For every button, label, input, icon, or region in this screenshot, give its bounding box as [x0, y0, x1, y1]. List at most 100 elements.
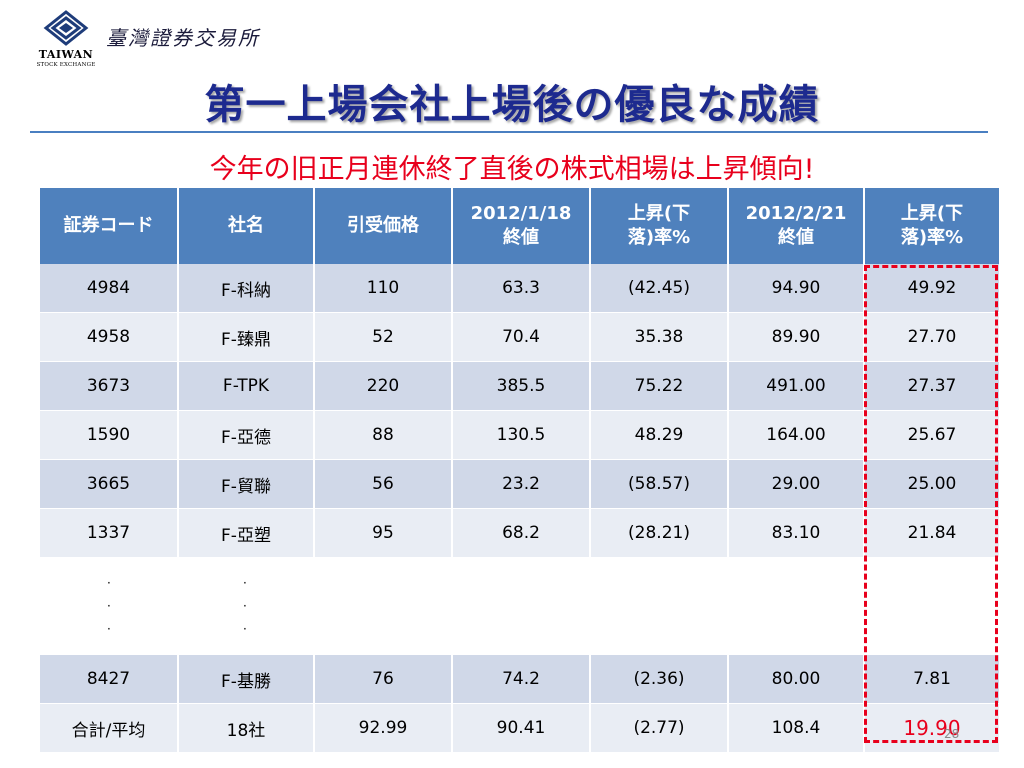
- cell-change-2: 27.37: [864, 361, 1001, 411]
- cell-close-0221: 29.00: [728, 459, 865, 509]
- cell-close-0118: 68.2: [452, 508, 591, 558]
- table-header-row: 証券コード 社名 引受価格 2012/1/18 終値 上昇(下 落)率% 201…: [40, 188, 1001, 264]
- total-row: 合計/平均 18社 92.99 90.41 (2.77) 108.4 19.90: [40, 703, 1001, 753]
- cell-close-0221: 80.00: [728, 654, 865, 704]
- cell-change-2: 25.00: [864, 459, 1001, 509]
- cell-close-0118: 74.2: [452, 654, 591, 704]
- cell-company: F-亞塑: [178, 508, 315, 558]
- cell-close-0118: 385.5: [452, 361, 591, 411]
- cell-code: 3673: [40, 361, 179, 411]
- ellipsis-dot: ·: [107, 598, 111, 613]
- ellipsis-dot: ·: [243, 598, 247, 613]
- table-row: 1337 F-亞塑 95 68.2 (28.21) 83.10 21.84: [40, 508, 1001, 558]
- header-change-2-text: 上昇(下 落)率%: [900, 203, 964, 248]
- header-close-0118: 2012/1/18 終値: [452, 188, 591, 264]
- table-row: 3673 F-TPK 220 385.5 75.22 491.00 27.37: [40, 361, 1001, 411]
- header-company: 社名: [178, 188, 315, 264]
- cell-offer-price: 76: [314, 654, 453, 704]
- cell-change-2: 27.70: [864, 312, 1001, 362]
- header-close-0118-text: 2012/1/18 終値: [470, 203, 572, 248]
- cell-close-0221: 94.90: [728, 264, 865, 313]
- header-close-0221: 2012/2/21 終値: [728, 188, 865, 264]
- ellipsis-dot: ·: [107, 621, 111, 636]
- cell-change-1: (28.21): [590, 508, 729, 558]
- ellipsis-cell: [728, 557, 865, 655]
- cell-code: 1590: [40, 410, 179, 460]
- avg-close-0221: 108.4: [728, 703, 865, 753]
- cell-change-2: 7.81: [864, 654, 1001, 704]
- table-row: 8427 F-基勝 76 74.2 (2.36) 80.00 7.81: [40, 654, 1001, 704]
- slide-title: 第一上場会社上場後の優良な成績: [204, 82, 820, 128]
- cell-close-0118: 63.3: [452, 264, 591, 313]
- organization-name: 臺灣證券交易所: [106, 26, 260, 50]
- cell-change-1: 75.22: [590, 361, 729, 411]
- cell-change-1: (42.45): [590, 264, 729, 313]
- cell-close-0221: 89.90: [728, 312, 865, 362]
- cell-company: F-科納: [178, 264, 315, 313]
- header-change-1: 上昇(下 落)率%: [590, 188, 729, 264]
- highlight-box: [864, 265, 998, 743]
- twse-logo-icon: [43, 10, 89, 46]
- table-row: 4984 F-科納 110 63.3 (42.45) 94.90 49.92: [40, 264, 1001, 313]
- ellipsis-cell-code: · · ·: [40, 557, 179, 655]
- twse-logo: TAIWAN STOCK EXCHANGE: [34, 10, 98, 68]
- cell-offer-price: 52: [314, 312, 453, 362]
- ellipsis-cell: [590, 557, 729, 655]
- ellipsis-cell: [452, 557, 591, 655]
- ellipsis-dot: ·: [243, 575, 247, 590]
- cell-change-1: 48.29: [590, 410, 729, 460]
- cell-offer-price: 95: [314, 508, 453, 558]
- cell-code: 4984: [40, 264, 179, 313]
- cell-company: F-亞德: [178, 410, 315, 460]
- header-code: 証券コード: [40, 188, 179, 264]
- cell-offer-price: 56: [314, 459, 453, 509]
- cell-change-1: 35.38: [590, 312, 729, 362]
- ellipsis-dot: ·: [243, 621, 247, 636]
- avg-change-2: 19.90: [864, 703, 1001, 753]
- cell-code: 4958: [40, 312, 179, 362]
- header-change-1-text: 上昇(下 落)率%: [627, 203, 691, 248]
- title-divider: [30, 131, 988, 133]
- cell-code: 3665: [40, 459, 179, 509]
- cell-company: F-貿聯: [178, 459, 315, 509]
- logo-subtext: STOCK EXCHANGE: [36, 62, 96, 68]
- header-offer-price: 引受価格: [314, 188, 453, 264]
- vertical-ellipsis: · · ·: [243, 572, 247, 641]
- header-change-2: 上昇(下 落)率%: [864, 188, 1001, 264]
- cell-close-0221: 164.00: [728, 410, 865, 460]
- cell-close-0118: 70.4: [452, 312, 591, 362]
- total-label: 合計/平均: [40, 703, 179, 753]
- cell-close-0221: 491.00: [728, 361, 865, 411]
- results-table: 証券コード 社名 引受価格 2012/1/18 終値 上昇(下 落)率% 201…: [40, 188, 1001, 753]
- avg-close-0118: 90.41: [452, 703, 591, 753]
- cell-change-2: 25.67: [864, 410, 1001, 460]
- cell-code: 8427: [40, 654, 179, 704]
- table-row: 4958 F-臻鼎 52 70.4 35.38 89.90 27.70: [40, 312, 1001, 362]
- table-row: 3665 F-貿聯 56 23.2 (58.57) 29.00 25.00: [40, 459, 1001, 509]
- cell-offer-price: 220: [314, 361, 453, 411]
- cell-change-2: 21.84: [864, 508, 1001, 558]
- avg-offer-price: 92.99: [314, 703, 453, 753]
- table-row: 1590 F-亞德 88 130.5 48.29 164.00 25.67: [40, 410, 1001, 460]
- cell-company: F-臻鼎: [178, 312, 315, 362]
- logo-text: TAIWAN: [38, 48, 94, 61]
- ellipsis-cell: [314, 557, 453, 655]
- vertical-ellipsis: · · ·: [107, 572, 111, 641]
- ellipsis-row: · · · · · ·: [40, 557, 1001, 655]
- cell-offer-price: 110: [314, 264, 453, 313]
- ellipsis-dot: ·: [107, 575, 111, 590]
- avg-change-1: (2.77): [590, 703, 729, 753]
- cell-change-2: 49.92: [864, 264, 1001, 313]
- cell-close-0118: 130.5: [452, 410, 591, 460]
- cell-close-0118: 23.2: [452, 459, 591, 509]
- cell-change-1: (58.57): [590, 459, 729, 509]
- total-company-count: 18社: [178, 703, 315, 753]
- cell-company: F-TPK: [178, 361, 315, 411]
- ellipsis-cell: [864, 557, 1001, 655]
- slide-subtitle: 今年の旧正月連休終了直後の株式相場は上昇傾向!: [209, 154, 815, 185]
- cell-change-1: (2.36): [590, 654, 729, 704]
- cell-close-0221: 83.10: [728, 508, 865, 558]
- cell-code: 1337: [40, 508, 179, 558]
- header-close-0221-text: 2012/2/21 終値: [745, 203, 847, 248]
- cell-company: F-基勝: [178, 654, 315, 704]
